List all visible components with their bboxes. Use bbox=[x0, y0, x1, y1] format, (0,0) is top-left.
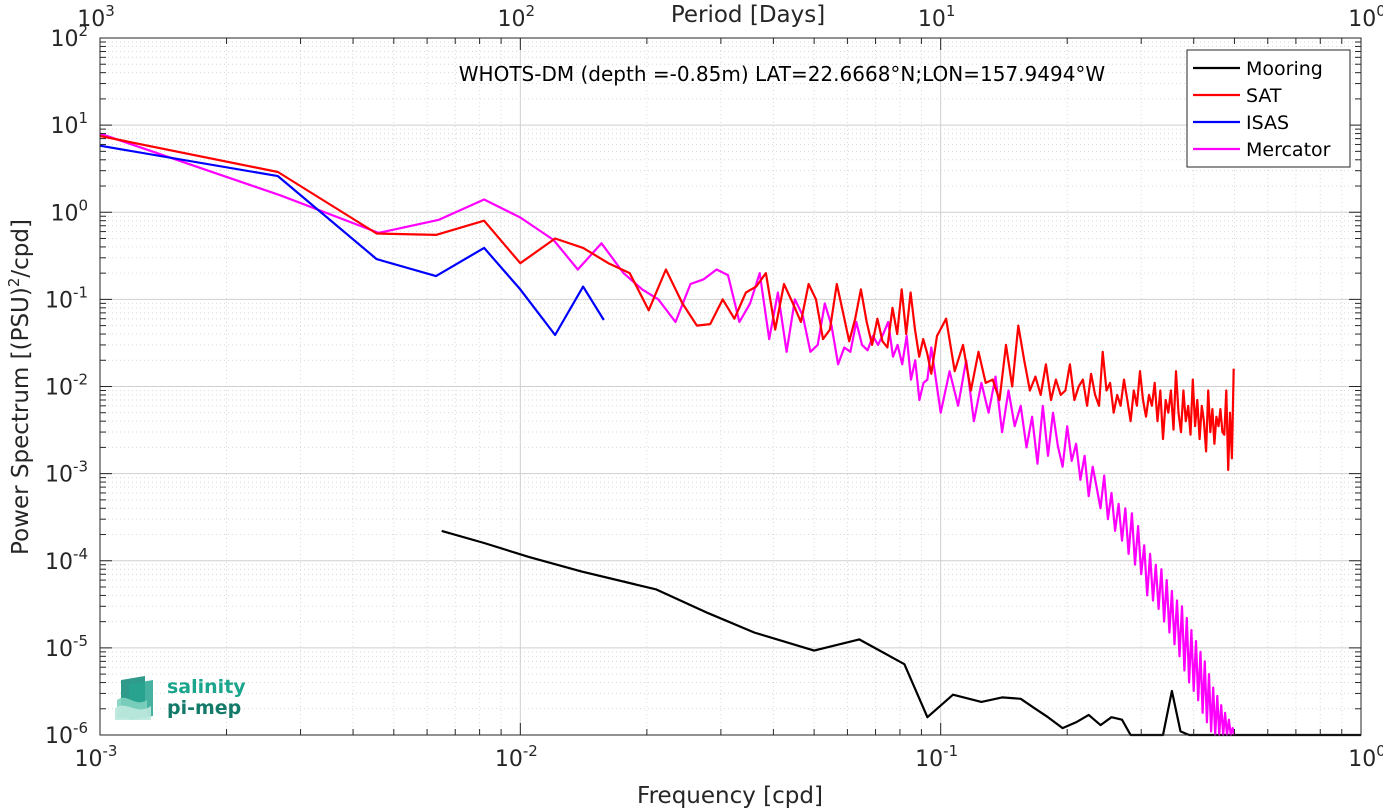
y-tick-label: 10-5 bbox=[45, 632, 88, 662]
y-tick-label: 10-2 bbox=[45, 371, 88, 401]
legend-label-sat: SAT bbox=[1246, 85, 1282, 107]
x2-axis-label: Period [Days] bbox=[671, 2, 825, 28]
legend-label-mercator: Mercator bbox=[1246, 139, 1331, 161]
logo-line2: pi-mep bbox=[167, 697, 241, 719]
y-tick-label: 102 bbox=[50, 22, 88, 52]
x-tick-label: 10-2 bbox=[495, 742, 538, 772]
x2-tick-label: 103 bbox=[77, 2, 115, 32]
x-axis-label: Frequency [cpd] bbox=[637, 783, 823, 809]
x-tick-label: 100 bbox=[1348, 742, 1383, 772]
legend: Mooring SAT ISAS Mercator bbox=[1186, 49, 1351, 168]
y-tick-label: 10-4 bbox=[45, 545, 88, 575]
tick-marks bbox=[99, 37, 1362, 736]
x2-tick-label: 100 bbox=[1348, 2, 1383, 32]
series-layer bbox=[99, 132, 1361, 737]
y-tick-label: 10-3 bbox=[45, 458, 88, 488]
y-tick-label: 10-1 bbox=[45, 283, 88, 313]
y-tick-label: 10-6 bbox=[45, 719, 88, 749]
y-tick-label: 100 bbox=[50, 196, 88, 226]
x2-tick-label: 101 bbox=[918, 2, 956, 32]
series-line-mercator bbox=[99, 132, 1236, 737]
series-line-isas bbox=[99, 144, 605, 337]
series-line-sat bbox=[99, 134, 1235, 472]
x-tick-label: 10-1 bbox=[915, 742, 958, 772]
y-tick-label: 101 bbox=[50, 109, 88, 139]
legend-label-mooring: Mooring bbox=[1246, 58, 1323, 80]
chart-annotation: WHOTS-DM (depth =-0.85m) LAT=22.6668°N;L… bbox=[459, 62, 1106, 86]
y-axis-label: Power Spectrum [(PSU)2/cpd] bbox=[5, 219, 34, 555]
salinity-pimep-logo: salinity pi-mep bbox=[115, 676, 246, 720]
logo-line1: salinity bbox=[167, 676, 246, 698]
x2-tick-label: 102 bbox=[498, 2, 536, 32]
legend-label-isas: ISAS bbox=[1246, 112, 1289, 134]
legend-box bbox=[1186, 49, 1351, 168]
x-tick-label: 10-3 bbox=[75, 742, 118, 772]
